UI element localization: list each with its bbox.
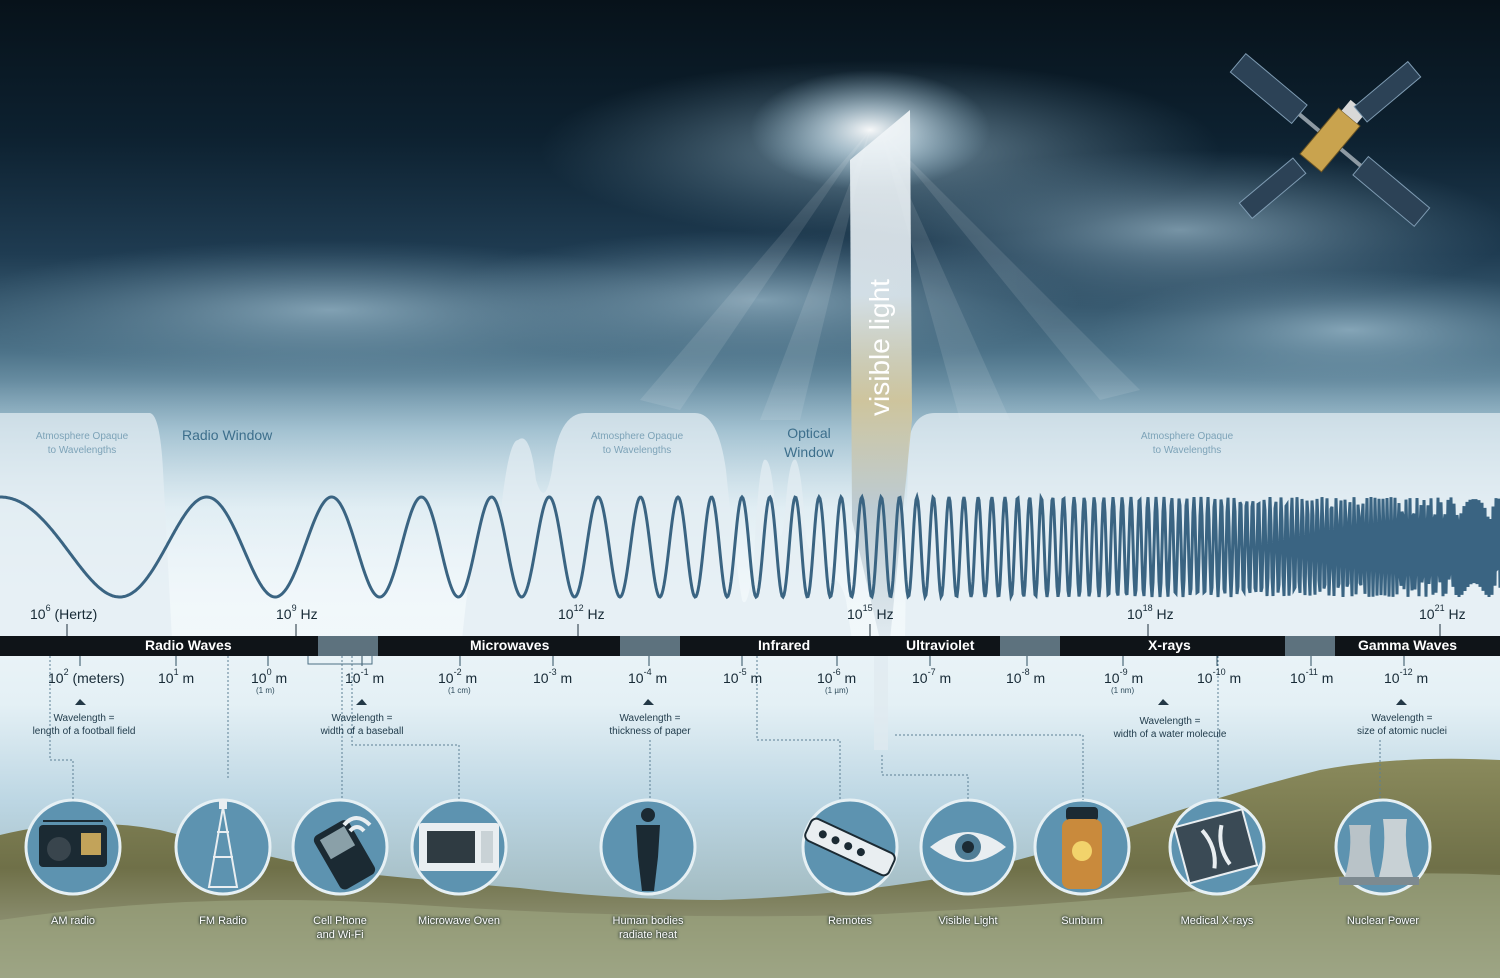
wavelength-label: 10-3 m — [533, 667, 573, 686]
frequency-ticks — [66, 624, 1441, 636]
wavelength-label: 10-2 m — [438, 667, 478, 686]
atmosphere-opaque-label-microwave: Atmosphere Opaque to Wavelengths — [590, 431, 684, 456]
application-label: Remotes — [827, 915, 873, 927]
band-label-microwaves: Microwaves — [470, 637, 550, 653]
wavelength-label: 10-9 m — [1104, 667, 1144, 686]
application-label: AM radio — [50, 915, 96, 927]
leader-line — [881, 755, 969, 800]
frequency-label: 109 Hz — [276, 603, 318, 622]
comparison-football-field: Wavelength = length of a football field — [32, 713, 136, 737]
application-label: FM Radio — [199, 915, 247, 927]
atmosphere-opaque-label-radio-side: Atmosphere Opaque to Wavelengths — [35, 431, 129, 456]
wavelength-label: 10-5 m — [723, 667, 763, 686]
comparison-pointers — [75, 699, 1407, 705]
radio-tower-icon — [207, 799, 239, 888]
comparison-paper: Wavelength = thickness of paper — [609, 713, 691, 737]
light-rays — [640, 130, 1140, 420]
mountains — [0, 758, 1500, 978]
wavelength-sublabel: (1 m) — [256, 686, 275, 695]
frequency-label: 1018 Hz — [1127, 603, 1174, 622]
wavelength-ticks — [79, 656, 1405, 666]
leader-line — [49, 656, 74, 800]
wavelength-label: 10-4 m — [628, 667, 668, 686]
leader-line — [756, 656, 841, 800]
visible-light-title: visible light — [864, 279, 895, 416]
frequency-label: 1021 Hz — [1419, 603, 1466, 622]
microwave-oven-icon — [419, 823, 499, 871]
wavelength-label: 101 m — [158, 667, 195, 686]
wavelength-label: 102 (meters) — [48, 667, 125, 686]
band-transitions — [318, 636, 1335, 656]
wavelength-label: 10-12 m — [1384, 667, 1429, 686]
wavelength-label: 10-6 m — [817, 667, 857, 686]
band-label-radio-waves: Radio Waves — [145, 637, 232, 653]
leader-lines — [49, 656, 1381, 800]
wavelength-label: 10-1 m — [345, 667, 385, 686]
person-icon — [636, 808, 660, 891]
xray-film-icon — [1173, 807, 1259, 885]
radio-window-label: Radio Window — [182, 427, 273, 443]
wavelength-label: 10-11 m — [1290, 667, 1334, 686]
wavelength-label: 10-10 m — [1197, 667, 1242, 686]
frequency-label: 1012 Hz — [558, 603, 605, 622]
application-label: Visible Light — [938, 915, 998, 927]
frequency-label: 1015 Hz — [847, 603, 894, 622]
wavelength-sublabel: (1 nm) — [1111, 686, 1135, 695]
application-label: Microwave Oven — [418, 915, 500, 927]
optical-window-label: Optical Window — [784, 425, 834, 460]
application-circles — [24, 798, 1432, 896]
application-label: Sunburn — [1061, 915, 1103, 927]
sunscreen-bottle-icon — [1062, 807, 1102, 889]
cooling-tower-icon — [1339, 819, 1419, 885]
band-label-infrared: Infrared — [758, 637, 811, 653]
band-label-ultraviolet: Ultraviolet — [906, 637, 975, 653]
wavelength-label: 10-7 m — [912, 667, 952, 686]
band-label-x-rays: X-rays — [1148, 637, 1191, 653]
wavelength-sublabel: (1 cm) — [448, 686, 471, 695]
remote-control-icon — [804, 817, 896, 877]
comparison-water-molecule: Wavelength = width of a water molecule — [1113, 716, 1227, 740]
clouds — [0, 60, 1500, 390]
baseball-bracket — [307, 656, 373, 665]
comparison-baseball: Wavelength = width of a baseball — [320, 713, 404, 737]
wavelength-sublabel: (1 µm) — [825, 686, 849, 695]
leader-line — [351, 656, 460, 800]
radio-icon — [39, 820, 107, 867]
cell-phone-icon — [313, 816, 376, 890]
satellite-cross-panels — [1238, 60, 1422, 220]
application-label: Nuclear Power — [1346, 915, 1420, 927]
atmosphere-opaque-label-high-energy: Atmosphere Opaque to Wavelengths — [1140, 431, 1234, 456]
eye-icon — [930, 832, 1006, 862]
application-label: Cell Phone and Wi-Fi — [313, 915, 367, 941]
frequency-label: 106 (Hertz) — [30, 603, 98, 622]
wavelength-label: 10-8 m — [1006, 667, 1046, 686]
satellite-illustration — [1229, 52, 1431, 228]
em-wave — [0, 491, 1500, 602]
application-label: Medical X-rays — [1180, 915, 1254, 927]
comparison-atomic-nuclei: Wavelength = size of atomic nuclei — [1356, 713, 1448, 737]
band-label-gamma-waves: Gamma Waves — [1358, 637, 1458, 653]
wavelength-label: 100 m — [251, 667, 288, 686]
leader-line — [895, 734, 1084, 800]
application-label: Human bodies radiate heat — [612, 915, 684, 941]
